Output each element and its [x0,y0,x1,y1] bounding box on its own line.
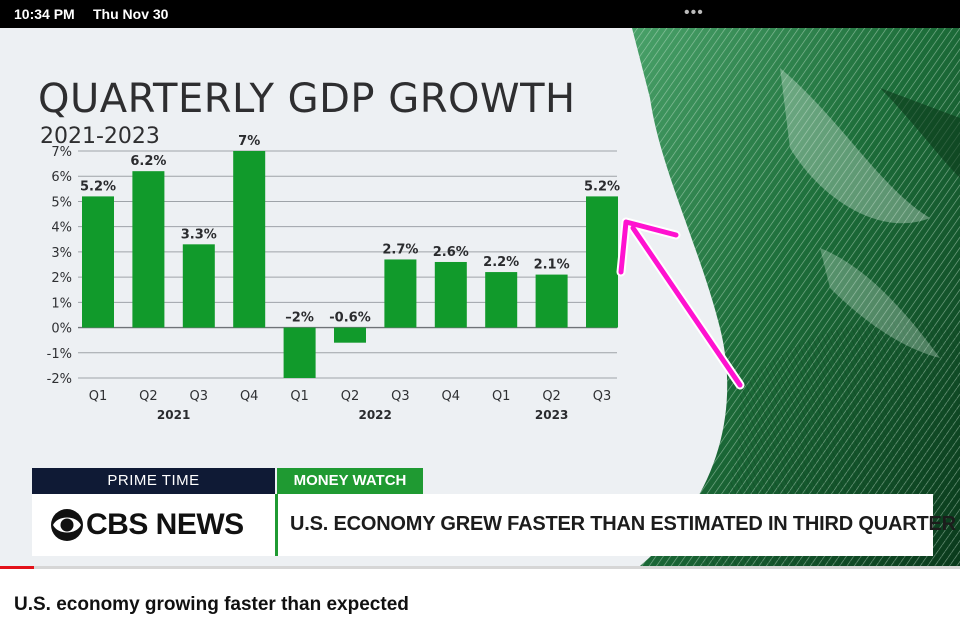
bar [283,327,316,378]
bar-value-label: -0.6% [329,311,370,326]
video-progress-fill[interactable] [0,566,34,569]
x-tick-label: Q2 [341,389,360,404]
year-label: 2023 [535,408,568,422]
bar-value-label: –2% [285,311,314,326]
bar [334,327,366,343]
y-tick-label: -1% [47,347,72,362]
cbs-news-logo-box: CBS NEWS [32,494,275,556]
x-tick-label: Q1 [290,389,309,404]
status-bar: 10:34 PM Thu Nov 30 ••• [0,0,960,28]
x-tick-label: Q2 [542,389,561,404]
y-tick-label: 5% [51,195,72,210]
y-tick-label: 4% [51,221,72,236]
x-tick-label: Q1 [492,389,511,404]
bar [434,261,467,328]
x-tick-label: Q4 [442,389,461,404]
bar-value-label: 6.2% [130,154,166,169]
x-tick-label: Q3 [391,389,410,404]
x-tick-label: Q3 [190,389,209,404]
headline-box: U.S. ECONOMY GREW FASTER THAN ESTIMATED … [278,494,956,556]
x-tick-label: Q3 [593,389,612,404]
x-tick-label: Q4 [240,389,259,404]
year-label: 2021 [157,408,190,422]
bar-value-label: 2.1% [534,258,570,273]
arrow-shaft [630,225,743,388]
chart-title: QUARTERLY GDP GROWTH [38,76,576,122]
status-time: 10:34 PM [14,6,75,22]
bar-value-label: 5.2% [584,179,620,194]
bar [535,274,568,328]
x-tick-label: Q1 [89,389,108,404]
bar-value-label: 2.7% [382,242,418,257]
chart-subtitle: 2021-2023 [40,124,160,149]
bar [485,272,518,328]
bar-value-label: 3.3% [181,227,217,242]
more-dots-icon[interactable]: ••• [684,4,704,21]
cbs-eye-icon [51,509,83,541]
y-tick-label: 0% [51,322,72,337]
y-tick-label: 3% [51,246,72,261]
bar [182,244,215,328]
video-progress-track[interactable] [0,566,960,569]
bar-value-label: 5.2% [80,179,116,194]
money-background [632,28,960,566]
program-label: PRIME TIME [32,468,275,494]
year-label: 2022 [358,408,391,422]
news-headline: U.S. ECONOMY GREW FASTER THAN ESTIMATED … [290,513,956,535]
bar [132,171,165,328]
cbs-news-wordmark: CBS NEWS [86,508,244,541]
lower-third-divider [275,494,278,556]
bar [82,196,114,328]
bar-value-label: 7% [238,134,260,149]
arrow-head [618,219,679,275]
y-tick-label: 6% [51,170,72,185]
status-date: Thu Nov 30 [93,6,169,22]
bar-value-label: 2.6% [433,245,469,260]
x-tick-label: Q2 [139,389,158,404]
y-tick-label: 1% [51,296,72,311]
gdp-bar-chart: 7% 6% 5% 4% 3% 2% 1% 0% -1% -2% 5.2% Q1 6.2% Q2 3.3% Q3… [47,134,745,422]
cbs-news-logo: CBS NEWS [50,508,244,542]
bar-value-label: 2.2% [483,255,519,270]
y-tick-label: 7% [51,145,72,160]
video-player[interactable]: QUARTERLY GDP GROWTH 2021-2023 7% 6% 5% 4% 3… [0,28,960,566]
bar [586,196,618,328]
bar [384,259,417,328]
segment-label: MONEY WATCH [277,468,423,494]
y-tick-label: 2% [51,271,72,286]
bar [233,151,266,328]
y-tick-label: -2% [47,372,72,387]
video-title: U.S. economy growing faster than expecte… [14,594,409,615]
